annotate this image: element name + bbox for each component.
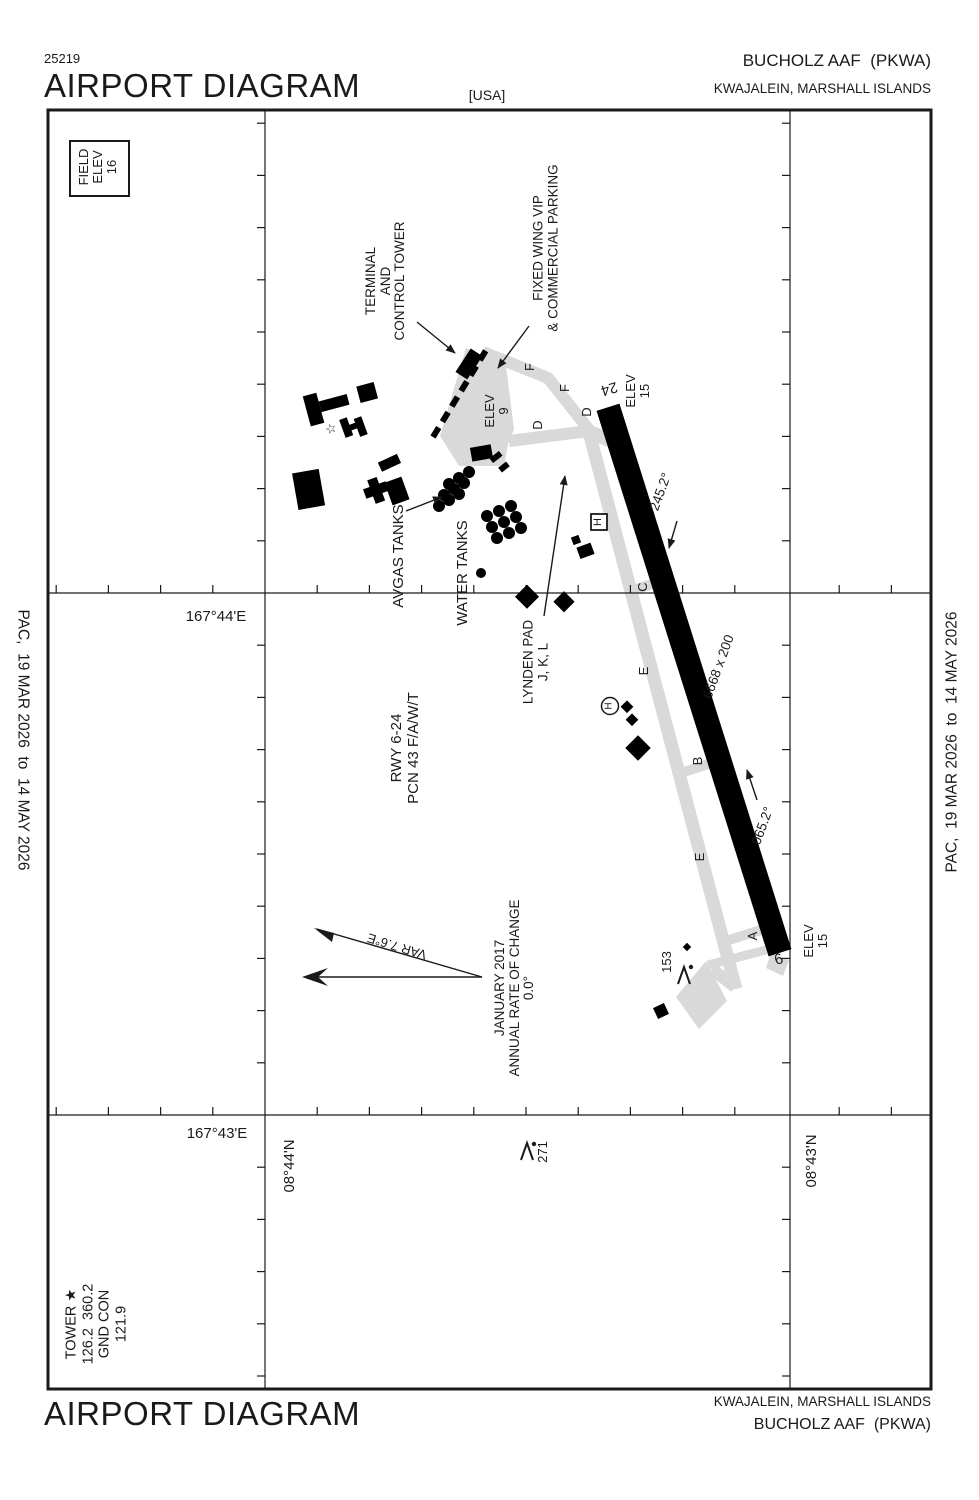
runway-entry-6 bbox=[706, 945, 768, 970]
region-tag: [USA] bbox=[468, 87, 506, 103]
heading-065-arrow bbox=[746, 769, 758, 801]
obstruction-153-label: 153 bbox=[658, 951, 674, 973]
pavement bbox=[440, 346, 789, 1029]
taxiway-b: B bbox=[689, 756, 705, 766]
obstruction-153-icon bbox=[677, 963, 694, 985]
building bbox=[576, 542, 595, 560]
building bbox=[514, 584, 540, 609]
runway-6-24 bbox=[596, 403, 792, 957]
frequency-block: TOWER ★ 126.2 360.2 GND CON 121.9 bbox=[64, 1284, 131, 1365]
terminal-apron bbox=[440, 348, 514, 466]
latitude-label-west: 08°44'N bbox=[280, 1139, 298, 1193]
location-header: KWAJALEIN, MARSHALL ISLANDS bbox=[713, 81, 931, 96]
building bbox=[356, 381, 379, 404]
fixed-wing-parking-label: FIXED WING VIP & COMMERCIAL PARKING bbox=[530, 164, 560, 332]
taxiway-e2: E bbox=[691, 852, 707, 862]
true-north-arrowhead-icon bbox=[302, 968, 328, 986]
taxiway-a: A bbox=[744, 931, 760, 941]
helipad-box bbox=[590, 513, 608, 531]
rate-of-change-label: JANUARY 2017 ANNUAL RATE OF CHANGE 0.0° bbox=[492, 899, 537, 1077]
compass-rose bbox=[302, 928, 483, 986]
terminal-arrow bbox=[416, 321, 456, 354]
south-parking-apron bbox=[676, 961, 727, 1029]
magnetic-north-barb-icon bbox=[314, 928, 334, 942]
building bbox=[570, 534, 582, 546]
cross-building bbox=[363, 477, 389, 504]
building bbox=[377, 453, 402, 472]
building bbox=[653, 1003, 669, 1019]
graticule-ticks bbox=[55, 122, 893, 1377]
field-elev-box bbox=[69, 140, 130, 197]
building bbox=[620, 700, 634, 714]
longitude-label-upper: 167°44'E bbox=[185, 607, 247, 625]
avgas-tanks-group bbox=[433, 466, 475, 512]
avgas-tanks-label: AVGAS TANKS bbox=[389, 504, 407, 608]
elev-15-south-label: ELEV 15 bbox=[800, 924, 830, 958]
taxiway-e1: E bbox=[635, 666, 651, 676]
building bbox=[553, 591, 575, 613]
ground-control: GND CON bbox=[97, 1289, 113, 1359]
taxiway-f2: F bbox=[556, 384, 572, 392]
buildings bbox=[292, 348, 692, 1019]
effective-dates-left: PAC, 19 MAR 2026 to 14 MAY 2026 bbox=[14, 609, 32, 871]
elev-15-north-label: ELEV 15 bbox=[622, 374, 652, 408]
taxiway-hook bbox=[708, 964, 739, 992]
apron-building bbox=[469, 444, 494, 462]
airport-name-header: BUCHOLZ AAF (PKWA) bbox=[742, 51, 931, 70]
runway-info-label: RWY 6-24 PCN 43 F/A/W/T bbox=[387, 692, 422, 804]
avgas-arrow bbox=[405, 496, 443, 512]
chart-number: 25219 bbox=[44, 51, 81, 66]
building bbox=[292, 468, 326, 510]
effective-dates-right: PAC, 19 MAR 2026 to 14 MAY 2026 bbox=[943, 611, 961, 873]
annotation-arrows bbox=[405, 321, 758, 801]
field-elev-label: FIELD ELEV 16 bbox=[75, 148, 120, 186]
water-tanks-group bbox=[476, 500, 527, 578]
map-border bbox=[46, 108, 933, 1391]
taxiway-c: C bbox=[634, 582, 650, 592]
apron-elev-label: ELEV 9 bbox=[481, 394, 511, 428]
graticule bbox=[48, 110, 931, 1389]
building bbox=[625, 735, 651, 761]
footer-title: AIRPORT DIAGRAM bbox=[44, 1395, 361, 1432]
taxiway-d-connector bbox=[508, 425, 590, 447]
taxiway-f1: F bbox=[521, 363, 537, 371]
latitude-label-east: 08°43'N bbox=[802, 1134, 820, 1188]
fixed-wing-arrow bbox=[497, 325, 530, 369]
building bbox=[384, 476, 410, 506]
helipad-circle bbox=[600, 696, 620, 716]
footer-airport-name: BUCHOLZ AAF (PKWA) bbox=[753, 1416, 931, 1433]
building bbox=[625, 713, 639, 727]
h-building bbox=[339, 416, 368, 438]
helipad-circled-h: H bbox=[603, 702, 615, 710]
obstruction-271-icon bbox=[520, 1139, 537, 1161]
building bbox=[682, 942, 692, 952]
taxiway-d1: D bbox=[529, 420, 545, 430]
lynden-pad-label: LYNDEN PAD J, K, L bbox=[520, 619, 550, 705]
tower-frequency-values: 126.2 360.2 bbox=[80, 1283, 97, 1365]
tower-frequency: TOWER ★ bbox=[63, 1288, 80, 1360]
lynden-pad-arrow bbox=[543, 475, 568, 617]
seawall-dashes bbox=[430, 345, 510, 473]
obstruction-271-label: 271 bbox=[534, 1141, 550, 1163]
terminal-control-tower-building bbox=[455, 348, 483, 380]
magnetic-north-arrow bbox=[316, 928, 483, 978]
terminal-label: TERMINAL AND CONTROL TOWER bbox=[363, 221, 408, 341]
heading-245-arrow bbox=[667, 520, 678, 549]
ground-control-value: 121.9 bbox=[113, 1305, 130, 1343]
footer-location: KWAJALEIN, MARSHALL ISLANDS bbox=[713, 1394, 931, 1409]
taxiway-d2: D bbox=[578, 407, 594, 417]
page-title: AIRPORT DIAGRAM bbox=[44, 67, 361, 104]
single-tank bbox=[476, 568, 486, 578]
longitude-label-lower: 167°43'E bbox=[186, 1124, 248, 1142]
parallel-taxiway-e bbox=[583, 434, 743, 991]
water-tanks-label: WATER TANKS bbox=[453, 520, 471, 626]
helipad-boxed-h: H bbox=[592, 518, 605, 526]
taxiway-a-connector bbox=[727, 924, 766, 945]
t-building bbox=[302, 392, 350, 427]
